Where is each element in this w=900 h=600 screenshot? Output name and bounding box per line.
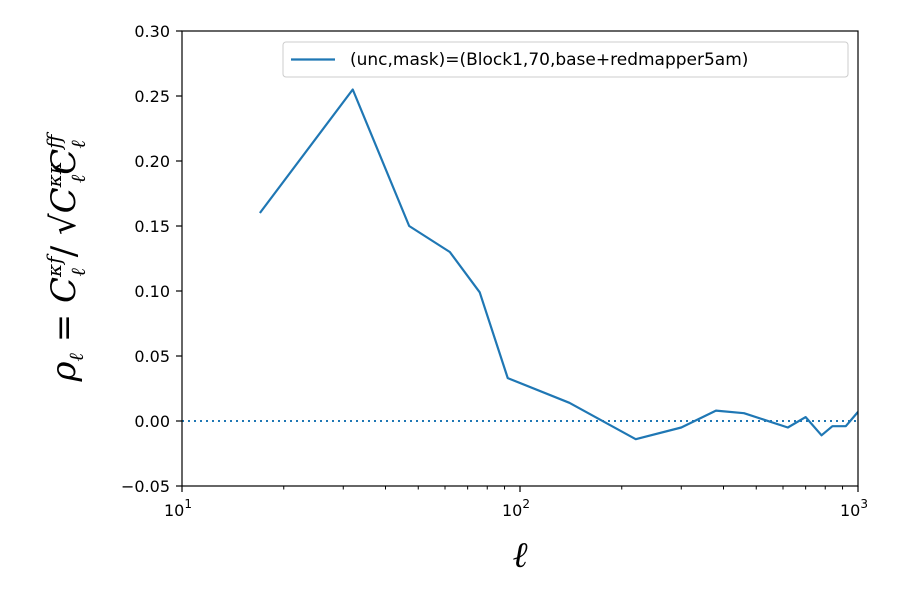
legend-label: (unc,mask)=(Block1,70,base+redmapper5am) (350, 50, 748, 70)
svg-text:ρℓ = Cκfℓ / √CκκℓCffℓ: ρℓ = Cκfℓ / √CκκℓCffℓ (42, 131, 90, 383)
x-axis-label: ℓ (513, 535, 528, 576)
y-tick-label: 0.20 (134, 152, 170, 171)
y-tick-label: 0.25 (134, 87, 170, 106)
y-axis-label: ρℓ = Cκfℓ / √CκκℓCffℓ (42, 131, 90, 383)
y-tick-label: −0.05 (121, 477, 170, 496)
y-tick-label: 0.15 (134, 217, 170, 236)
y-tick-label: 0.30 (134, 22, 170, 41)
legend-box (282, 41, 849, 78)
y-tick-label: 0.05 (134, 347, 170, 366)
series-line-0 (259, 88, 858, 441)
x-tick-label: 101 (164, 497, 192, 520)
x-tick-label: 102 (502, 497, 530, 520)
legend: (unc,mask)=(Block1,70,base+redmapper5am) (282, 41, 849, 78)
x-tick-label: 103 (840, 497, 868, 520)
y-tick-label: 0.00 (134, 412, 170, 431)
y-tick-label: 0.10 (134, 282, 170, 301)
